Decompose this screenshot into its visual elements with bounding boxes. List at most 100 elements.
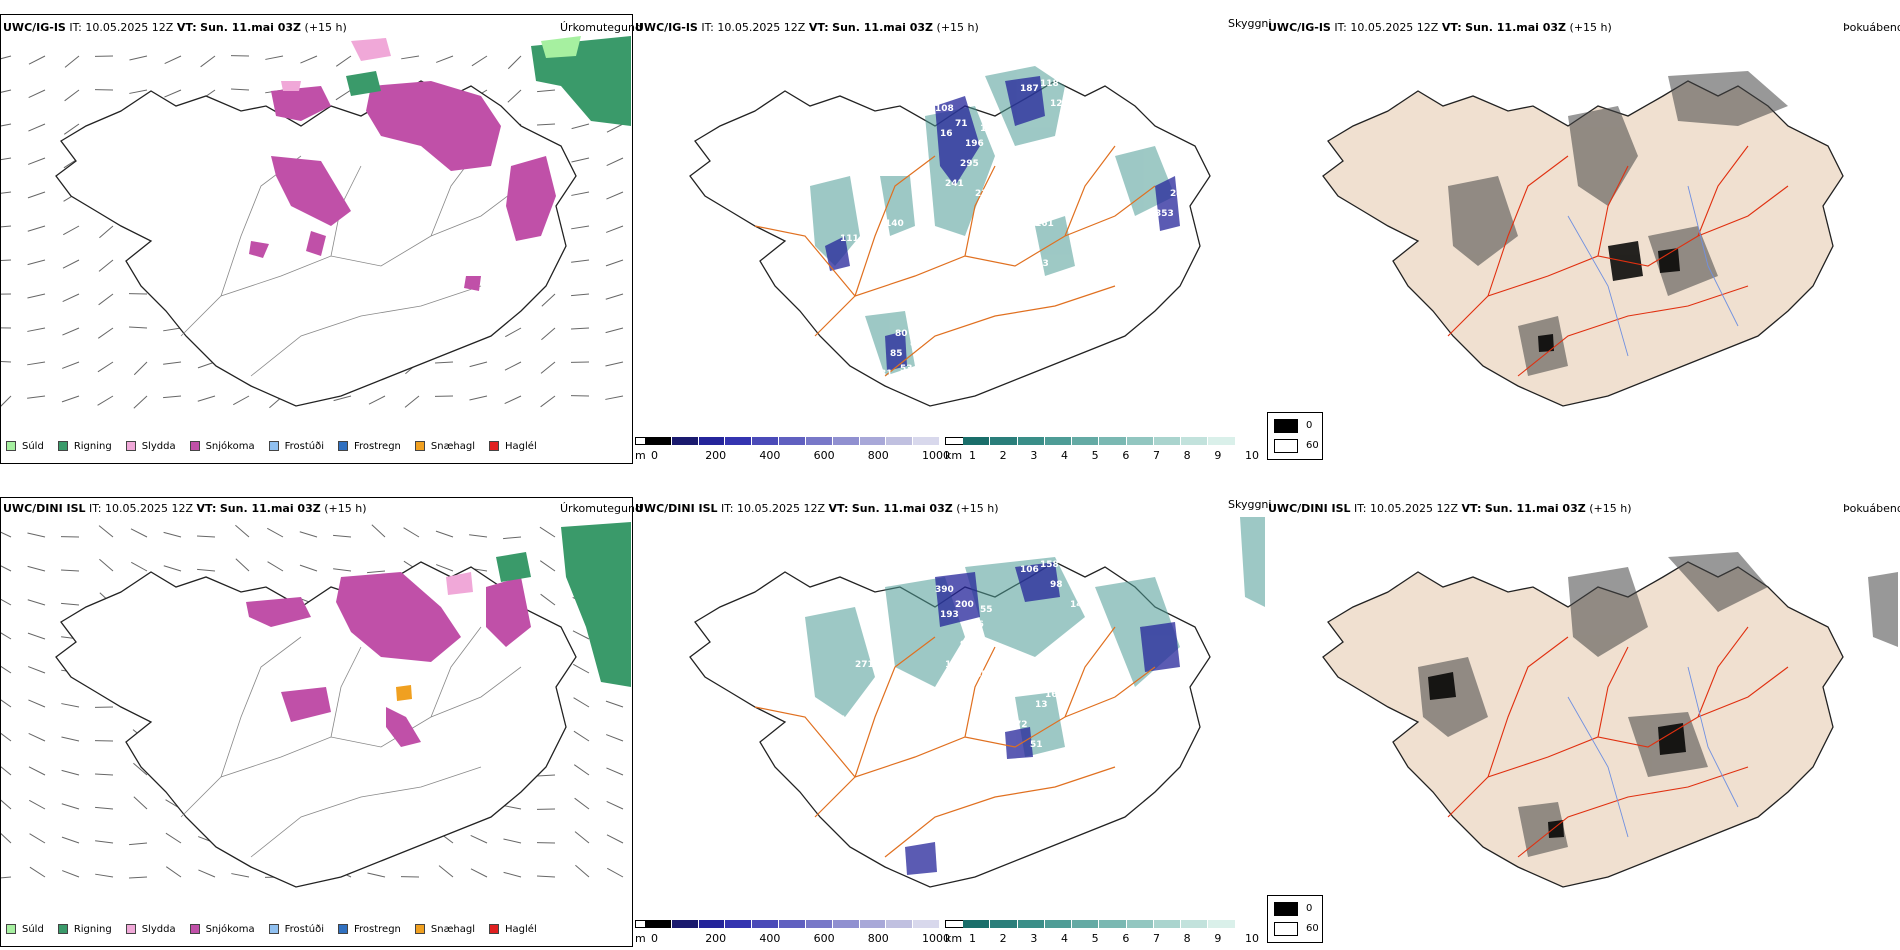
colorbar-tick: 5 bbox=[1091, 449, 1099, 462]
legend-label: Rigning bbox=[73, 923, 112, 935]
wind-barb bbox=[27, 327, 46, 332]
wind-barb bbox=[164, 89, 182, 98]
ceiling-value: 31 bbox=[880, 369, 893, 379]
colorbar-tick: 0 bbox=[651, 449, 658, 462]
wind-barb bbox=[300, 55, 318, 64]
wind-barb bbox=[1, 665, 12, 674]
colorbar-segment bbox=[1044, 920, 1073, 928]
legend-label: Slydda bbox=[141, 923, 176, 935]
ceiling-value: 241 bbox=[945, 179, 964, 189]
colorbar-tick: 800 bbox=[867, 932, 889, 945]
wind-barb bbox=[97, 361, 114, 373]
precip-map-bottom bbox=[1, 522, 631, 888]
wind-barb bbox=[540, 361, 556, 374]
ceiling-value: 196 bbox=[965, 139, 984, 149]
wind-barb bbox=[64, 55, 80, 68]
wind-barb bbox=[541, 293, 556, 307]
wind-barb bbox=[28, 157, 46, 165]
legend-label: Rigning bbox=[73, 440, 112, 452]
ceiling-value: 187 bbox=[1020, 84, 1039, 94]
wind-barb bbox=[335, 89, 352, 101]
colorbar-tick: 1000 bbox=[922, 449, 950, 462]
wind-barb bbox=[29, 866, 46, 878]
wind-barb bbox=[333, 534, 352, 538]
ceiling-value: 80 bbox=[895, 329, 908, 339]
fog-title-top: Þokuábendi bbox=[1843, 21, 1900, 34]
colorbar-segment bbox=[886, 437, 914, 445]
legend-swatch bbox=[489, 441, 500, 451]
wind-barb bbox=[163, 327, 182, 332]
wind-barb bbox=[163, 531, 182, 538]
wind-barb bbox=[368, 395, 386, 405]
wind-barb bbox=[1, 799, 12, 810]
wind-barb bbox=[29, 833, 46, 844]
road-network bbox=[180, 626, 522, 858]
wind-barb bbox=[606, 225, 624, 233]
wind-barb bbox=[573, 697, 590, 708]
wind-barb bbox=[1, 225, 12, 228]
legend-swatch bbox=[489, 924, 500, 934]
wind-barb bbox=[27, 225, 46, 232]
wind-barb bbox=[537, 89, 556, 93]
wind-barb bbox=[61, 736, 80, 742]
legend-swatch bbox=[6, 924, 16, 934]
wind-barb bbox=[267, 527, 284, 538]
legend-label: Frostúði bbox=[284, 923, 324, 935]
wind-barb bbox=[28, 666, 46, 674]
colorbar-tick: 1000 bbox=[922, 932, 950, 945]
wind-barb bbox=[606, 767, 624, 776]
wind-barb bbox=[64, 89, 80, 102]
snow-areas bbox=[246, 572, 531, 747]
colorbar-tick: 10 bbox=[1245, 449, 1259, 462]
legend-swatch bbox=[57, 924, 68, 934]
colorbar-segment bbox=[752, 437, 780, 445]
colorbar-unit: km bbox=[945, 932, 963, 945]
wind-barb bbox=[404, 395, 420, 408]
legend-item: Haglél bbox=[489, 441, 537, 452]
legend-label: Snjókoma bbox=[205, 923, 255, 935]
wind-barb bbox=[436, 55, 454, 63]
wind-barb bbox=[471, 55, 488, 67]
ceiling-value: 206 bbox=[965, 620, 984, 630]
wind-barb bbox=[469, 361, 488, 368]
ceiling-value: 94 bbox=[960, 640, 973, 650]
legend-swatch bbox=[268, 924, 279, 934]
wind-barb bbox=[1, 531, 12, 538]
wind-barb bbox=[1, 395, 12, 407]
row1-header-ceiling: UWC/IG-IS IT: 10.05.2025 12Z VT: Sun. 11… bbox=[635, 21, 979, 34]
wind-barb bbox=[1, 832, 12, 844]
ceiling-value: 232 bbox=[1070, 119, 1089, 129]
wind-barb bbox=[1, 191, 12, 194]
wind-barb bbox=[606, 800, 624, 810]
legend-label: Snæhagl bbox=[430, 440, 476, 452]
ceiling-value: 62 bbox=[935, 710, 948, 720]
wind-barb bbox=[505, 327, 522, 338]
fog-areas bbox=[1418, 552, 1898, 857]
wind-barb bbox=[27, 259, 46, 266]
colorbar-unit: m bbox=[635, 449, 646, 462]
cloud-title-bottom: Skyggni bbox=[1228, 498, 1272, 511]
colorbar-tick: 8 bbox=[1183, 449, 1191, 462]
legend-item: Frostregn bbox=[338, 441, 401, 452]
wind-barb bbox=[536, 774, 556, 777]
wind-barb bbox=[235, 524, 250, 538]
wind-barb bbox=[1, 360, 12, 363]
wind-barb bbox=[606, 191, 624, 200]
wind-barb bbox=[572, 630, 590, 640]
ceiling-value: 106 bbox=[1020, 565, 1039, 575]
ceiling-value: 141 bbox=[885, 700, 904, 710]
wind-barb bbox=[131, 561, 148, 572]
legend-swatch bbox=[338, 441, 348, 451]
colorbar-tick: 5 bbox=[1091, 932, 1099, 945]
wind-barb bbox=[163, 361, 182, 365]
colorbar-tick: 1 bbox=[969, 449, 976, 462]
wind-barb bbox=[605, 700, 624, 708]
legend-label: Súld bbox=[22, 440, 44, 452]
ceiling-value: 81 bbox=[910, 339, 923, 349]
ceiling-value: 14 bbox=[1070, 600, 1083, 610]
wind-barb bbox=[99, 558, 114, 572]
road-network bbox=[1447, 145, 1789, 377]
colorbar-segment bbox=[1153, 437, 1182, 445]
wind-barb bbox=[233, 395, 250, 406]
